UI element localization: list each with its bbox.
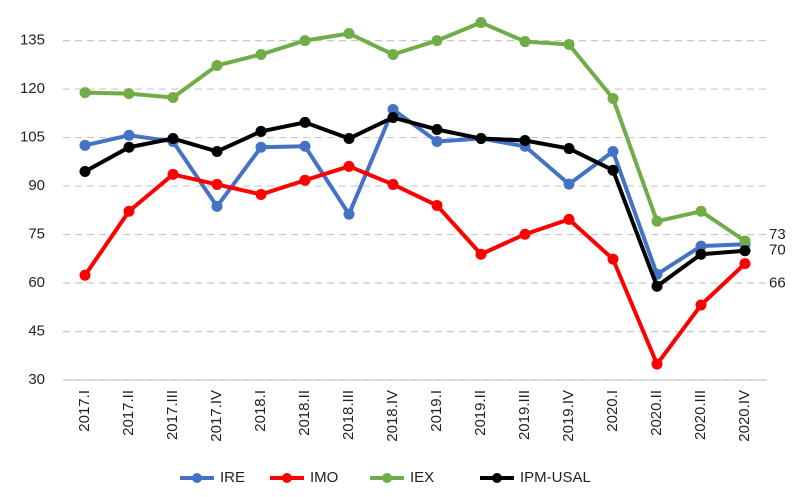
point [695,248,707,260]
point [563,178,575,190]
y-tick-label: 120 [20,80,45,97]
point [607,164,619,176]
point [607,145,619,157]
data-label: 73 [769,226,786,243]
point [299,116,311,128]
data-label: 66 [769,275,786,292]
point [695,205,707,217]
point [695,240,707,252]
point [343,27,355,39]
point [167,133,179,145]
legend-label: IRE [220,469,245,486]
series-line [83,164,747,367]
point [211,178,223,190]
point [211,59,223,71]
legend-marker [492,473,502,483]
legend-label: IEX [410,469,434,486]
y-tick-label: 105 [20,129,45,146]
point [695,299,707,311]
point [387,48,399,60]
point [651,215,663,227]
point [299,140,311,152]
point [211,145,223,157]
point [651,358,663,370]
point [299,35,311,47]
point [431,199,443,211]
series-line [84,20,747,243]
legend-label: IMO [310,469,338,486]
point [79,269,91,281]
point [431,135,443,147]
point [123,205,135,217]
point [519,36,531,48]
point [123,129,135,141]
point [519,228,531,240]
x-tick-label: 2019.I [428,390,445,432]
x-tick-label: 2019.IV [560,390,577,442]
point [475,248,487,260]
point [563,38,575,50]
x-tick-label: 2017.I [76,390,93,432]
x-tick-label: 2018.IV [384,390,401,442]
point [431,35,443,47]
point [79,139,91,151]
point [255,188,267,200]
legend-label: IPM-USAL [520,469,591,486]
x-tick-label: 2019.II [472,390,489,436]
point [123,141,135,153]
point [739,235,751,247]
point [607,253,619,265]
point [387,103,399,115]
point [563,143,575,155]
x-tick-label: 2020.I [604,390,621,432]
x-tick-label: 2017.IV [208,390,225,442]
x-tick-label: 2020.II [648,390,665,436]
x-tick-label: 2017.II [120,390,137,436]
y-tick-label: 75 [28,226,45,243]
point [255,141,267,153]
legend-marker [192,473,202,483]
point [79,166,91,178]
y-tick-label: 135 [20,32,45,49]
point [607,92,619,104]
legend-marker [282,473,292,483]
point [739,258,751,270]
x-tick-label: 2018.III [340,390,357,440]
legend-marker [382,473,392,483]
point [343,208,355,220]
point [475,133,487,145]
x-tick-label: 2020.IV [736,390,753,442]
point [79,87,91,99]
point [519,134,531,146]
y-tick-label: 30 [28,371,45,388]
point [211,200,223,212]
x-tick-label: 2020.III [692,390,709,440]
point [739,245,751,257]
point [167,168,179,180]
point [563,213,575,225]
x-tick-label: 2018.II [296,390,313,436]
data-label: 70 [769,242,786,259]
point [343,133,355,145]
point [475,16,487,28]
point [167,91,179,103]
point [343,160,355,172]
point [387,178,399,190]
x-tick-label: 2017.III [164,390,181,440]
point [299,174,311,186]
point [123,88,135,100]
point [255,125,267,137]
y-tick-label: 60 [28,274,45,291]
point [387,112,399,124]
y-tick-label: 90 [28,177,45,194]
y-tick-label: 45 [28,322,45,339]
series-line [84,115,746,289]
point [431,123,443,135]
x-tick-label: 2018.I [252,390,269,432]
point [255,48,267,60]
x-tick-label: 2019.III [516,390,533,440]
point [651,280,663,292]
